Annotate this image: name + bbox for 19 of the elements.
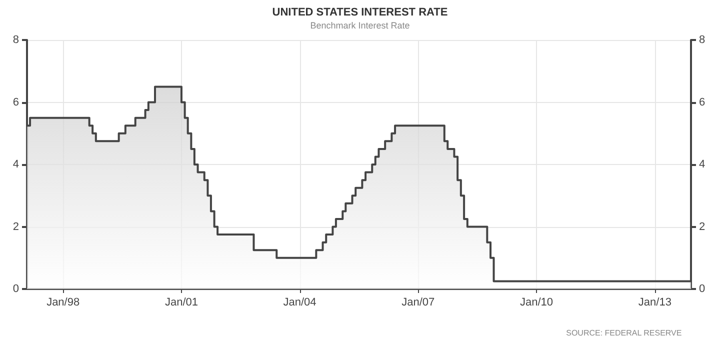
y-tick-label: 8 xyxy=(12,34,19,46)
x-tick-label: Jan/04 xyxy=(283,296,316,308)
x-tick-label: Jan/10 xyxy=(520,296,554,308)
y2-tick-label: 8 xyxy=(699,34,706,46)
y-tick-label: 6 xyxy=(12,96,19,108)
y2-tick-label: 2 xyxy=(699,220,706,233)
y-tick-label: 0 xyxy=(12,283,19,295)
source-note: SOURCE: FEDERAL RESERVE xyxy=(566,328,682,338)
y-tick-label: 2 xyxy=(12,220,19,233)
y-tick-label: 4 xyxy=(12,158,19,170)
chart-subtitle: Benchmark Interest Rate xyxy=(310,20,410,30)
y2-tick-label: 4 xyxy=(699,158,706,170)
chart-title: UNITED STATES INTEREST RATE xyxy=(272,6,448,18)
x-tick-label: Jan/07 xyxy=(402,296,435,308)
y2-tick-label: 6 xyxy=(699,96,706,108)
x-tick-label: Jan/98 xyxy=(46,296,80,308)
x-tick-label: Jan/13 xyxy=(638,296,672,308)
y2-tick-label: 0 xyxy=(699,283,706,295)
x-tick-label: Jan/01 xyxy=(164,296,198,308)
